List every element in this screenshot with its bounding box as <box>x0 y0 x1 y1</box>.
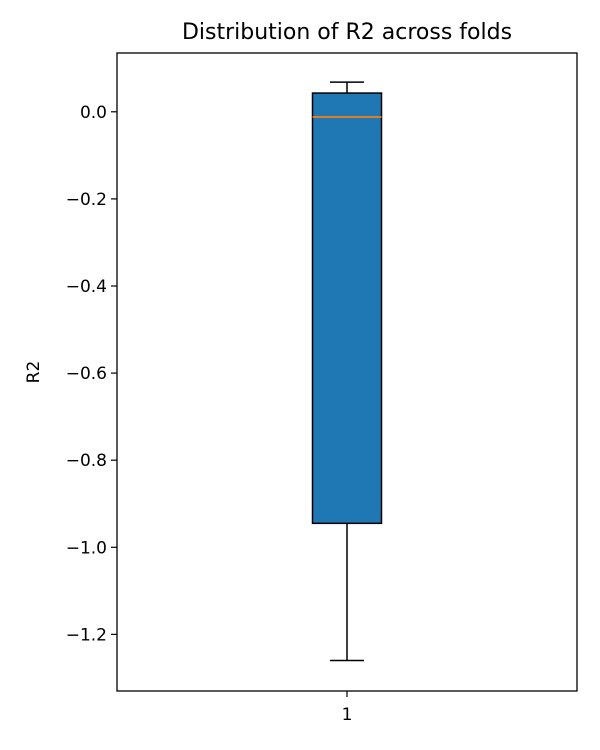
y-tick-label: 0.0 <box>80 103 107 123</box>
y-tick-label: −0.2 <box>66 190 107 210</box>
y-tick-label: −1.0 <box>66 538 107 558</box>
x-tick-label: 1 <box>342 705 353 725</box>
plot-area: 0.0 −0.2 −0.4 −0.6 −0.8 −1.0 −1.2 1 <box>66 52 578 725</box>
y-tick-label: −0.8 <box>66 451 107 471</box>
axes-frame <box>116 52 578 692</box>
y-tick-label: −1.2 <box>66 625 107 645</box>
y-axis-label: R2 <box>24 361 44 384</box>
y-tick-label: −0.4 <box>66 277 107 297</box>
chart-title: Distribution of R2 across folds <box>182 20 512 45</box>
box-iqr <box>311 92 383 525</box>
y-tick-label: −0.6 <box>66 364 107 384</box>
